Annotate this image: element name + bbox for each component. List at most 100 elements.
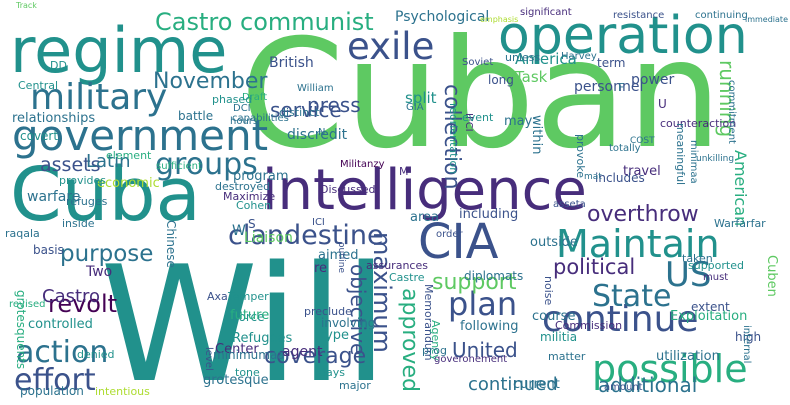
cloud-word: W <box>232 223 246 239</box>
cloud-word: operation <box>498 6 748 66</box>
cloud-word: US <box>665 255 712 295</box>
cloud-word: immediate <box>745 15 788 24</box>
cloud-word: DCI <box>233 103 251 114</box>
cloud-word: taken <box>682 252 713 265</box>
cloud-word: noise <box>542 276 555 306</box>
cloud-word: totally <box>609 143 641 154</box>
cloud-word: raqala <box>5 227 40 240</box>
cloud-word: battle <box>178 109 214 123</box>
cloud-word: overthrow <box>587 202 699 227</box>
cloud-word: Militanzy <box>340 159 385 170</box>
cloud-word: tone <box>235 366 260 379</box>
cloud-word: commitment <box>726 80 737 144</box>
cloud-word: destroyed <box>215 180 271 193</box>
cloud-word: effort <box>14 363 96 398</box>
cloud-word: including <box>459 207 519 222</box>
cloud-word: Cuba <box>10 152 201 238</box>
cloud-word: reorientation <box>447 103 460 175</box>
cloud-word: COST <box>630 136 655 146</box>
cloud-word: William <box>297 83 334 94</box>
cloud-word: Castro <box>42 286 101 307</box>
cloud-word: major <box>339 379 371 392</box>
cloud-word: relationships <box>12 111 96 126</box>
cloud-word: matter <box>548 350 586 363</box>
cloud-word: Two <box>86 264 113 280</box>
cloud-word: United <box>452 338 518 362</box>
cloud-word: resistance <box>613 10 665 21</box>
cloud-word: term <box>597 56 626 70</box>
cloud-word: involving <box>321 316 376 330</box>
cloud-word: asseta <box>553 199 586 210</box>
cloud-word: regime <box>10 14 228 87</box>
cloud-word: covert <box>20 129 59 143</box>
cloud-word: additional <box>598 373 698 397</box>
cloud-word: Castre <box>389 271 425 284</box>
cloud-word: American <box>731 150 750 227</box>
cloud-word: CIA <box>418 214 499 270</box>
cloud-word: ICI <box>312 217 325 228</box>
cloud-word: future <box>230 308 270 323</box>
cloud-word: Draft <box>242 92 268 103</box>
cloud-word: split <box>405 89 437 107</box>
cloud-word: Chinese <box>164 220 178 268</box>
cloud-word: meaningful <box>674 123 687 186</box>
cloud-word: agent <box>282 344 323 360</box>
cloud-word: inside <box>62 217 95 230</box>
cloud-word: Psychological <box>395 9 490 25</box>
cloud-word: controlled <box>28 317 93 332</box>
cloud-word: area <box>410 210 439 225</box>
cloud-word: diplomats <box>464 269 524 283</box>
cloud-word: hours <box>230 116 259 127</box>
cloud-word: supported <box>688 259 744 272</box>
cloud-word: outline <box>336 242 346 273</box>
cloud-word: Latin <box>86 151 131 172</box>
cloud-word: political <box>553 255 636 279</box>
cloud-word: refuges <box>66 195 108 208</box>
cloud-word: provides <box>59 174 107 187</box>
cloud-word: outside <box>530 235 578 250</box>
cloud-word: coverage <box>264 344 367 369</box>
cloud-word: current <box>513 377 560 392</box>
cloud-word: GIA <box>406 102 424 113</box>
cloud-word: Cuben <box>764 255 779 297</box>
cloud-word: Refugees <box>232 331 293 346</box>
cloud-word: Force <box>232 310 265 324</box>
cloud-word: re <box>314 261 328 276</box>
cloud-word: internal <box>741 325 752 364</box>
cloud-word: within <box>529 115 544 155</box>
cloud-word: possible <box>592 347 748 391</box>
cloud-word: Commission <box>555 319 623 332</box>
cloud-word: basis <box>33 243 64 257</box>
cloud-word: includes <box>595 171 645 185</box>
cloud-word: level <box>203 347 214 371</box>
cloud-word: DD <box>50 59 67 72</box>
cloud-word: service <box>270 98 342 122</box>
cloud-word: economic <box>97 176 160 191</box>
cloud-word: press <box>307 93 361 117</box>
cloud-word: assurances <box>366 259 428 272</box>
cloud-word: assets <box>40 154 101 176</box>
cloud-word: travel <box>623 164 661 179</box>
cloud-word: long <box>488 73 514 87</box>
cloud-word: Temper <box>228 290 269 303</box>
cloud-word: Exploitation <box>670 309 748 324</box>
cloud-word: Track <box>16 1 37 10</box>
cloud-word: must <box>703 272 729 283</box>
cloud-word: clandestine <box>228 220 384 251</box>
cloud-word: extent <box>691 300 730 314</box>
cloud-word: order <box>436 229 463 240</box>
cloud-word: phased <box>212 93 253 106</box>
cloud-word: element <box>106 149 152 162</box>
cloud-word: F <box>618 81 625 94</box>
cloud-word: amount <box>604 382 643 393</box>
cloud-word: military <box>30 77 168 118</box>
cloud-word: Center <box>215 342 259 357</box>
cloud-word: power <box>631 72 675 88</box>
cloud-word: preclude <box>304 305 352 318</box>
cloud-word: militia <box>540 330 578 344</box>
cloud-word: Maximize <box>223 190 276 203</box>
cloud-word: State <box>592 279 672 314</box>
cloud-word: grotesque <box>203 373 269 388</box>
cloud-word: course <box>532 309 576 324</box>
